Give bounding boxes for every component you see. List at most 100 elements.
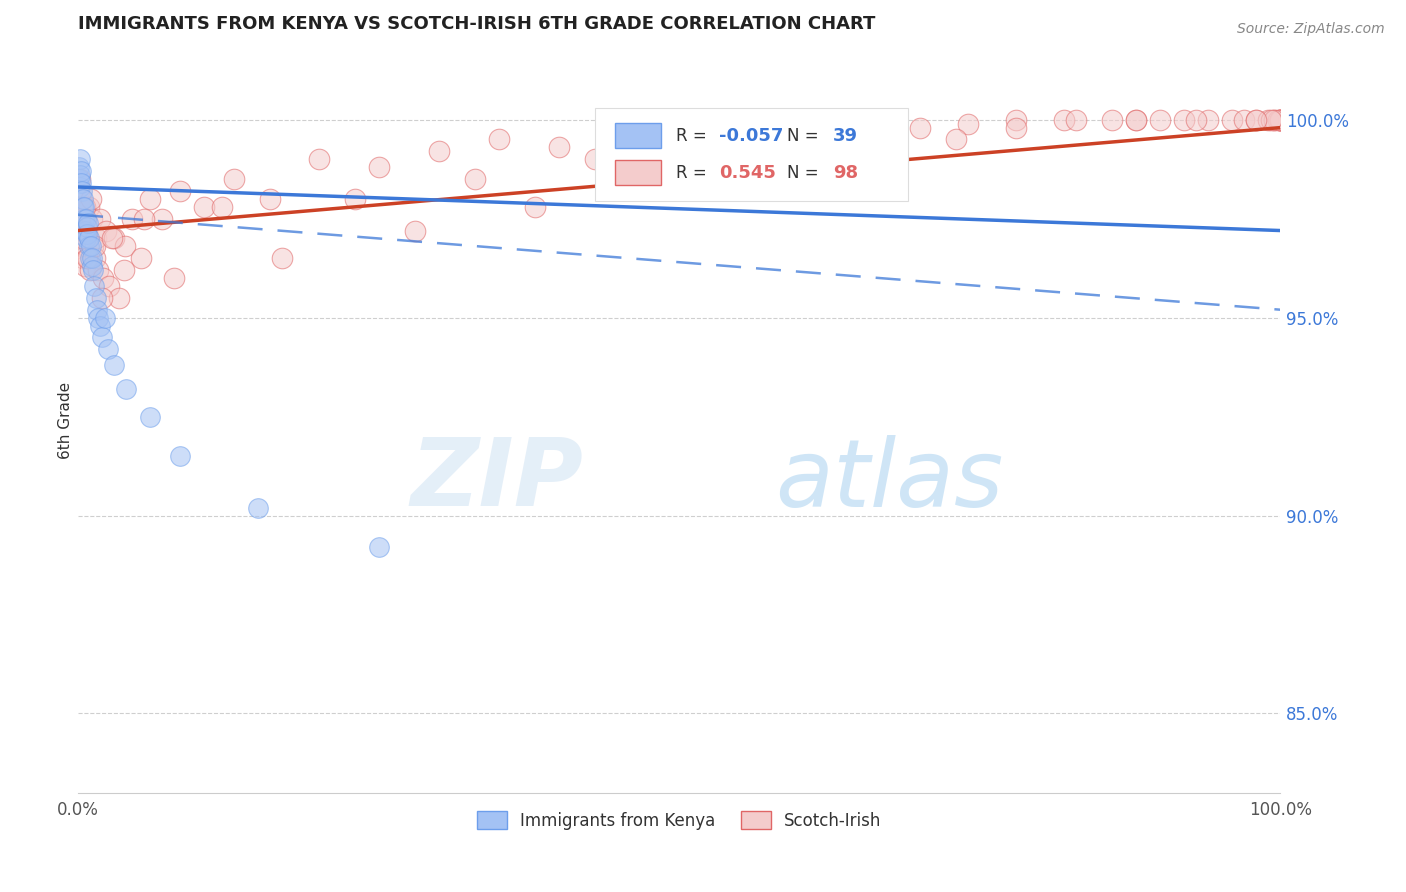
Point bbox=[163, 271, 186, 285]
FancyBboxPatch shape bbox=[616, 160, 661, 186]
Point bbox=[114, 239, 136, 253]
Point bbox=[1270, 112, 1292, 127]
Point bbox=[98, 279, 121, 293]
Point bbox=[72, 231, 94, 245]
Point bbox=[523, 200, 546, 214]
Point bbox=[80, 192, 103, 206]
Text: R =: R = bbox=[676, 127, 711, 145]
Point bbox=[139, 192, 162, 206]
Point bbox=[367, 540, 389, 554]
Text: -0.057: -0.057 bbox=[718, 127, 783, 145]
Point bbox=[67, 172, 90, 186]
Point bbox=[1185, 112, 1208, 127]
Point bbox=[343, 192, 366, 206]
Point bbox=[112, 263, 135, 277]
Point bbox=[72, 223, 94, 237]
Point bbox=[789, 120, 811, 135]
Point bbox=[76, 227, 98, 242]
Point bbox=[1263, 112, 1285, 127]
Point bbox=[77, 216, 100, 230]
Point bbox=[97, 343, 120, 357]
Point bbox=[75, 239, 97, 253]
Point bbox=[94, 223, 117, 237]
Point bbox=[1004, 112, 1026, 127]
Point bbox=[70, 176, 93, 190]
Point bbox=[77, 239, 100, 253]
Point bbox=[67, 211, 90, 226]
Point bbox=[69, 200, 91, 214]
Point bbox=[73, 231, 96, 245]
Point bbox=[1257, 112, 1279, 127]
Point bbox=[1270, 112, 1292, 127]
Point bbox=[86, 231, 108, 245]
Point bbox=[80, 239, 103, 253]
Point bbox=[75, 211, 97, 226]
Point bbox=[73, 200, 96, 214]
Point bbox=[1233, 112, 1256, 127]
Point bbox=[956, 117, 979, 131]
Point bbox=[69, 192, 91, 206]
Point bbox=[75, 211, 97, 226]
Point bbox=[134, 211, 156, 226]
Point bbox=[1263, 112, 1285, 127]
Point bbox=[308, 153, 330, 167]
Point bbox=[84, 291, 107, 305]
Point bbox=[82, 252, 104, 266]
Point bbox=[77, 200, 100, 214]
Point bbox=[1244, 112, 1267, 127]
Point bbox=[763, 160, 786, 174]
Point bbox=[79, 252, 101, 266]
Point bbox=[79, 263, 101, 277]
Point bbox=[101, 231, 124, 245]
FancyBboxPatch shape bbox=[595, 108, 908, 201]
Point bbox=[77, 231, 100, 245]
Point bbox=[82, 239, 104, 253]
Point bbox=[83, 279, 105, 293]
Point bbox=[87, 310, 110, 325]
FancyBboxPatch shape bbox=[616, 123, 661, 148]
Point bbox=[70, 211, 93, 226]
Point bbox=[271, 252, 294, 266]
Point bbox=[1149, 112, 1171, 127]
Text: R =: R = bbox=[676, 164, 711, 182]
Point bbox=[259, 192, 281, 206]
Point bbox=[193, 200, 215, 214]
Point bbox=[70, 239, 93, 253]
Point bbox=[91, 271, 114, 285]
Text: N =: N = bbox=[787, 164, 824, 182]
Point bbox=[73, 200, 96, 214]
Point bbox=[1270, 112, 1292, 127]
Point bbox=[93, 310, 115, 325]
Point bbox=[82, 263, 104, 277]
Point bbox=[69, 172, 91, 186]
Point bbox=[72, 200, 94, 214]
Point bbox=[129, 252, 152, 266]
Point bbox=[583, 153, 606, 167]
Point bbox=[668, 132, 690, 146]
Point bbox=[80, 211, 103, 226]
Point bbox=[704, 145, 727, 159]
Y-axis label: 6th Grade: 6th Grade bbox=[58, 382, 73, 459]
Text: ZIP: ZIP bbox=[411, 434, 583, 526]
Point bbox=[908, 120, 931, 135]
Point bbox=[224, 172, 246, 186]
Point bbox=[83, 252, 105, 266]
Point bbox=[1270, 112, 1292, 127]
Point bbox=[91, 291, 114, 305]
Point bbox=[75, 223, 97, 237]
Point bbox=[247, 500, 270, 515]
Point bbox=[1244, 112, 1267, 127]
Point bbox=[67, 184, 90, 198]
Text: N =: N = bbox=[787, 127, 824, 145]
Point bbox=[73, 211, 96, 226]
Point bbox=[548, 140, 571, 154]
Point bbox=[427, 145, 450, 159]
Point bbox=[72, 252, 94, 266]
Point bbox=[77, 252, 100, 266]
Point bbox=[1004, 120, 1026, 135]
Point bbox=[75, 231, 97, 245]
Point bbox=[84, 239, 107, 253]
Point bbox=[848, 128, 870, 143]
Point bbox=[1197, 112, 1219, 127]
Point bbox=[1053, 112, 1076, 127]
